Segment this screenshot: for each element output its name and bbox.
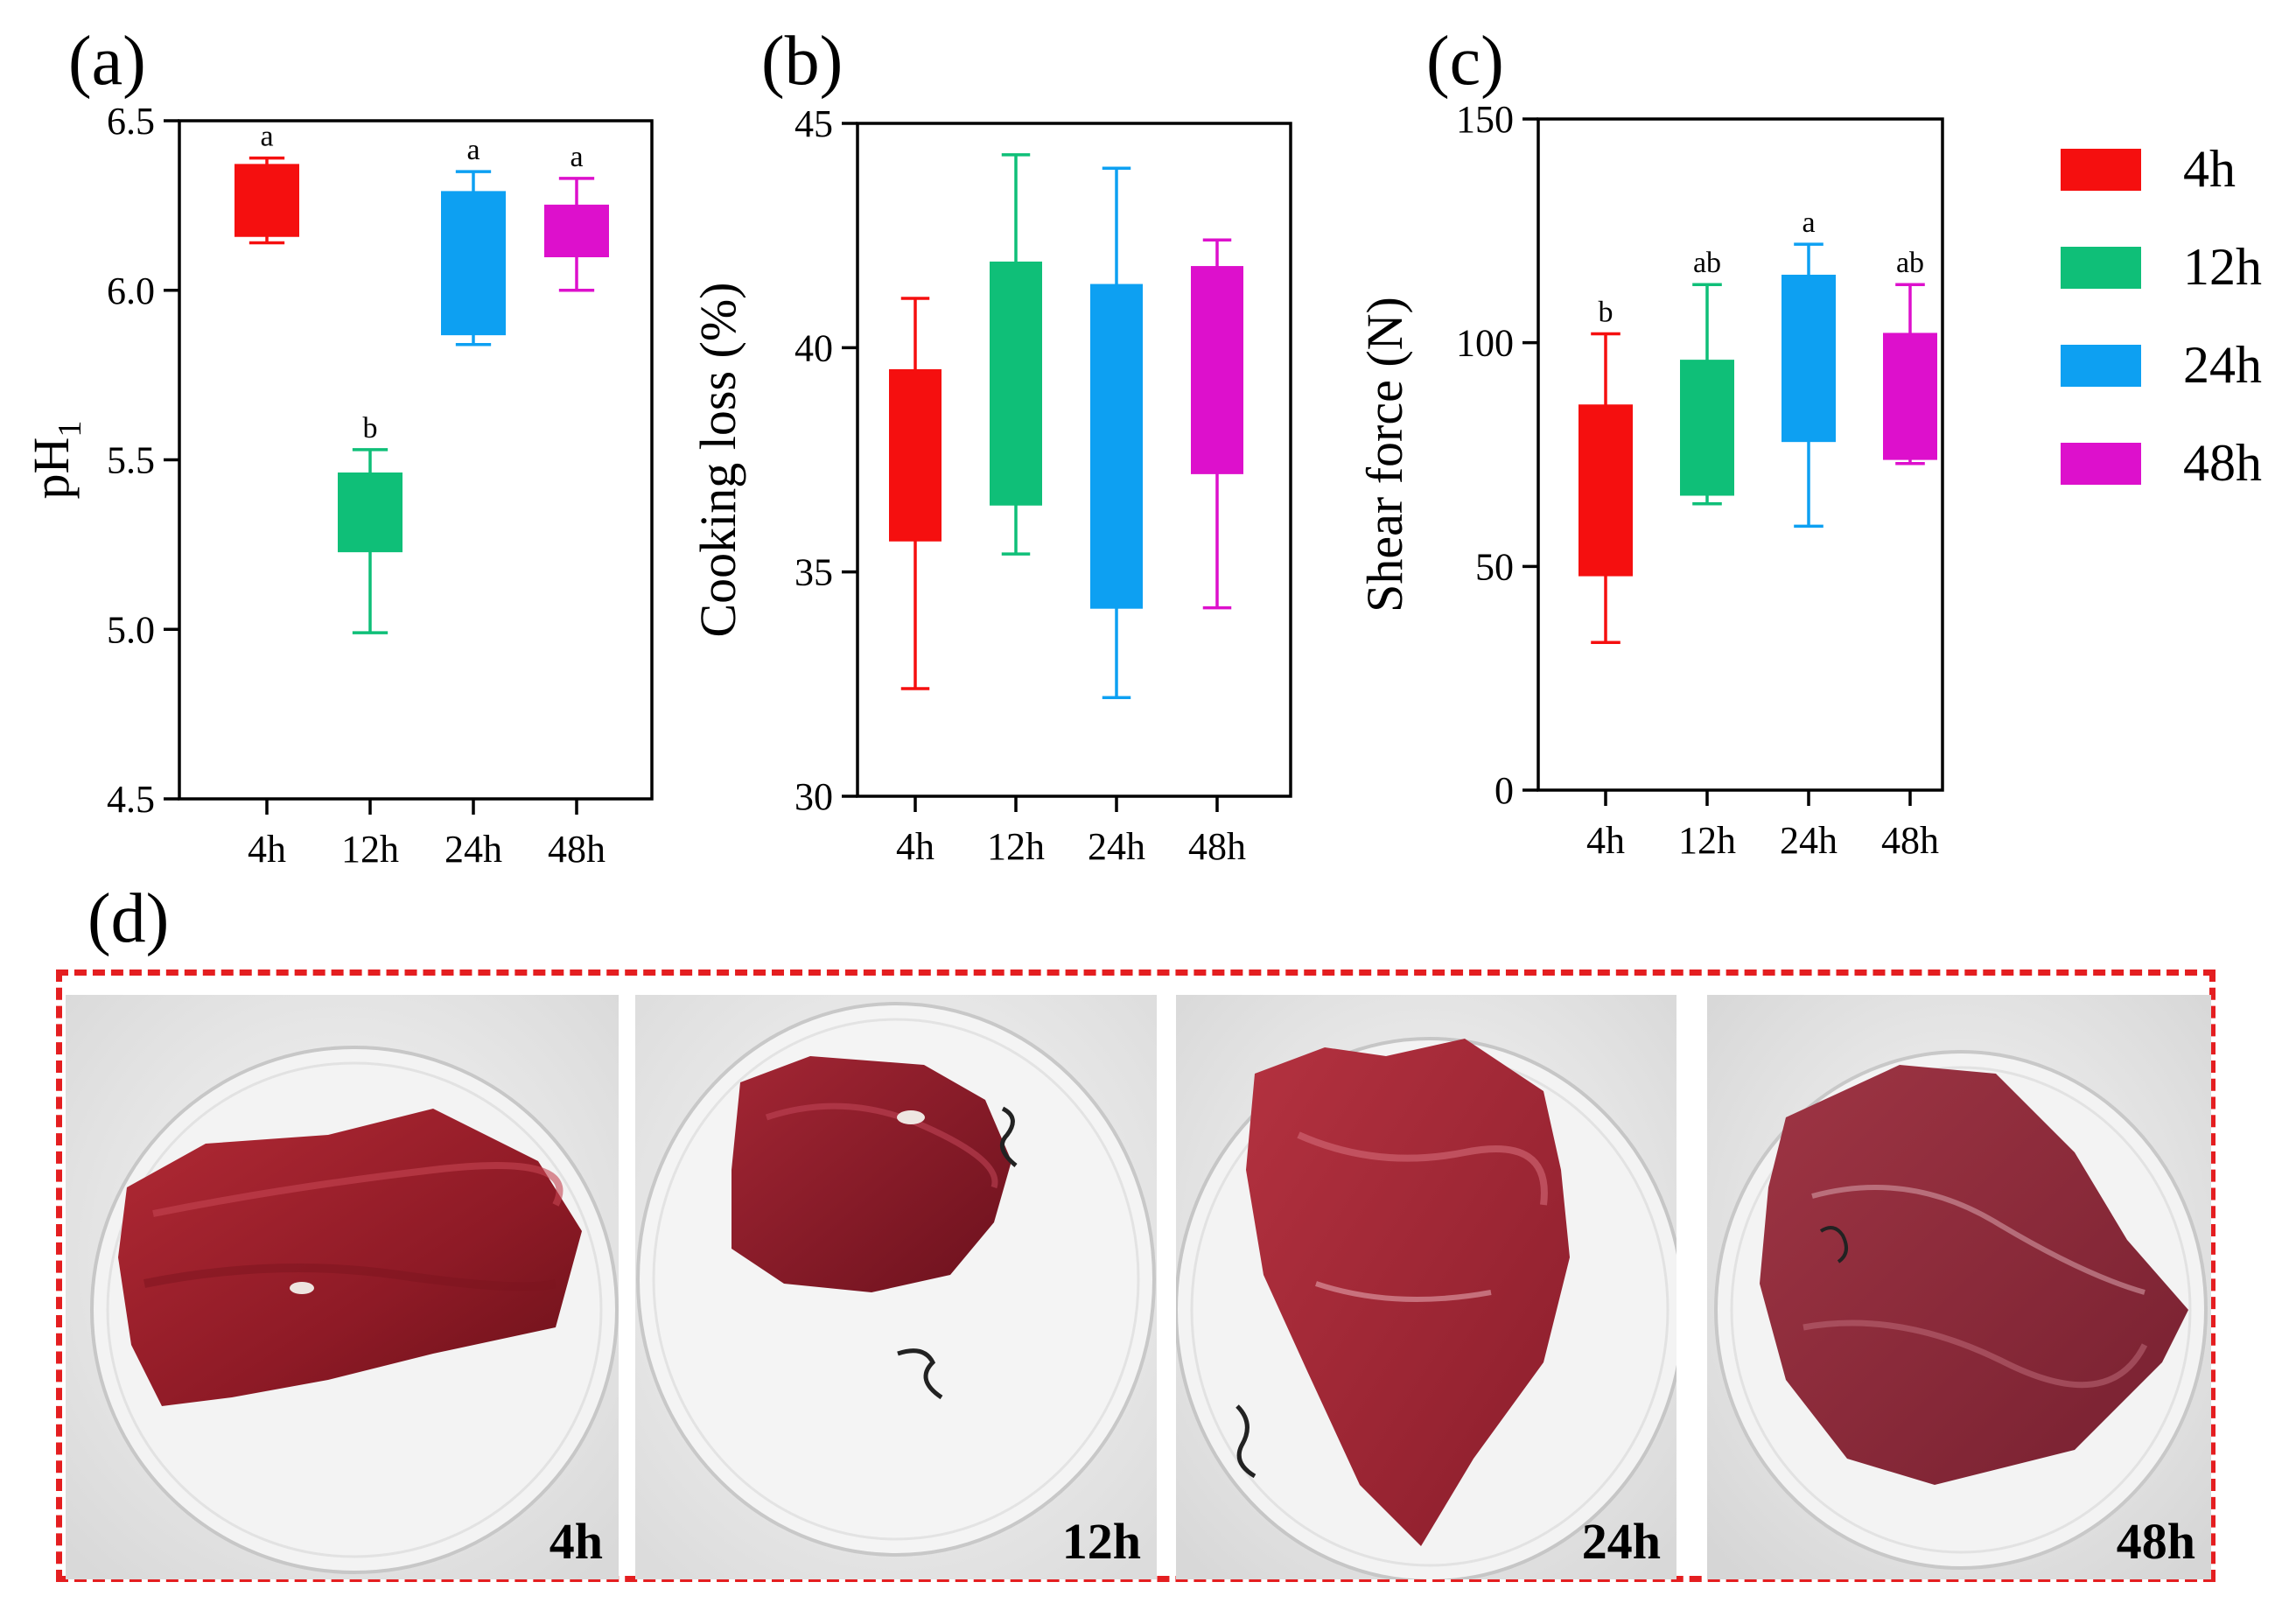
box-c-24h <box>1782 274 1836 443</box>
box-b-12h <box>990 261 1042 506</box>
meat-sample-12h-image <box>635 995 1157 1579</box>
legend-swatch-48h <box>2061 443 2141 485</box>
significance-letter-a-12h: b <box>363 412 378 444</box>
panel-letter-c: (c) <box>1426 23 1504 100</box>
box-b-24h <box>1090 284 1143 609</box>
box-a-48h <box>544 204 609 257</box>
box-c-48h <box>1883 332 1937 460</box>
y-axis-label-b: Cooking loss (%) <box>690 283 746 638</box>
box-b-4h <box>889 368 942 542</box>
y-tick-label-c: 150 <box>1456 98 1514 141</box>
box-c-4h <box>1578 404 1633 577</box>
y-tick-label-b: 45 <box>794 102 833 145</box>
legend-item-24h: 24h <box>2061 334 2288 396</box>
photo-label-12h: 12h <box>1061 1513 1141 1570</box>
photo-panel-frame: 4h 12h <box>56 970 2216 1582</box>
x-tick-label-c-48h: 48h <box>1881 819 1939 862</box>
y-tick-label-a: 6.0 <box>107 270 155 312</box>
x-tick-label-b-12h: 12h <box>987 825 1045 868</box>
x-tick-label-b-48h: 48h <box>1188 825 1246 868</box>
y-tick-label-a: 4.5 <box>107 778 155 821</box>
chart-c-shear-force: 0 50 100 150 Shear force (N) 4h b 12h ab 24h a 48h a… <box>1356 98 1944 862</box>
photo-label-48h: 48h <box>2116 1513 2195 1570</box>
significance-letter-c-48h: ab <box>1896 247 1924 279</box>
y-tick-label-c: 50 <box>1475 545 1514 588</box>
x-tick-label-a-12h: 12h <box>341 828 399 871</box>
y-tick-label-b: 35 <box>794 551 833 594</box>
meat-sample-24h-image <box>1176 995 1676 1579</box>
legend-swatch-12h <box>2061 247 2141 289</box>
legend-item-12h: 12h <box>2061 236 2288 298</box>
box-c-12h <box>1680 360 1734 496</box>
legend-item-48h: 48h <box>2061 432 2288 494</box>
legend-label-24h: 24h <box>2183 336 2262 394</box>
y-tick-label-b: 30 <box>794 775 833 818</box>
legend-swatch-4h <box>2061 149 2141 191</box>
photo-4h: 4h <box>66 995 619 1579</box>
x-tick-label-b-4h: 4h <box>896 825 934 868</box>
meat-sample-48h-image <box>1707 995 2211 1579</box>
y-axis-label-a: pH1 <box>23 421 88 500</box>
plot-frame-b <box>856 122 1292 798</box>
significance-letter-a-4h: a <box>260 121 273 153</box>
significance-letter-c-4h: b <box>1599 296 1614 328</box>
plot-frame-c <box>1536 117 1944 792</box>
chart-b-cooking-loss: 30 35 40 45 Cooking loss (%) 4h 12h 24h 48h <box>690 102 1292 868</box>
significance-letter-c-12h: ab <box>1693 247 1721 279</box>
legend-label-12h: 12h <box>2183 238 2262 296</box>
y-tick-label-b: 40 <box>794 326 833 369</box>
chart-a-ph1: 4.5 5.0 5.5 6.0 6.5 pH1 4h a 12h b 24h a 48h a <box>23 100 654 871</box>
y-tick-label-a: 5.5 <box>107 439 155 482</box>
x-tick-label-c-12h: 12h <box>1678 819 1736 862</box>
box-a-4h <box>234 164 299 237</box>
x-tick-label-b-24h: 24h <box>1088 825 1145 868</box>
x-tick-label-a-48h: 48h <box>548 828 606 871</box>
legend-item-4h: 4h <box>2061 138 2288 200</box>
y-axis-label-c: Shear force (N) <box>1356 297 1413 612</box>
significance-letter-c-24h: a <box>1802 206 1815 239</box>
box-b-48h <box>1191 266 1243 474</box>
photo-48h: 48h <box>1707 995 2211 1579</box>
x-tick-label-c-24h: 24h <box>1780 819 1838 862</box>
significance-letter-a-48h: a <box>570 141 583 173</box>
x-tick-label-a-24h: 24h <box>444 828 502 871</box>
y-tick-label-a: 6.5 <box>107 100 155 143</box>
box-a-24h <box>441 191 506 336</box>
y-tick-label-c: 100 <box>1456 322 1514 365</box>
x-tick-label-a-4h: 4h <box>248 828 286 871</box>
y-tick-label-c: 0 <box>1494 769 1514 812</box>
y-tick-label-a: 5.0 <box>107 608 155 651</box>
legend-swatch-24h <box>2061 345 2141 387</box>
meat-sample-4h-image <box>66 995 619 1579</box>
panel-letter-b: (b) <box>761 23 844 100</box>
box-a-12h <box>338 472 402 553</box>
photo-24h: 24h <box>1176 995 1676 1579</box>
legend-label-4h: 4h <box>2183 140 2236 198</box>
photo-label-24h: 24h <box>1581 1513 1661 1570</box>
panel-letter-d: (d) <box>88 880 170 957</box>
photo-12h: 12h <box>635 995 1157 1579</box>
panel-letter-a: (a) <box>68 23 146 100</box>
significance-letter-a-24h: a <box>466 134 480 166</box>
x-tick-label-c-4h: 4h <box>1586 819 1625 862</box>
photo-label-4h: 4h <box>549 1513 603 1570</box>
legend-label-48h: 48h <box>2183 434 2262 492</box>
